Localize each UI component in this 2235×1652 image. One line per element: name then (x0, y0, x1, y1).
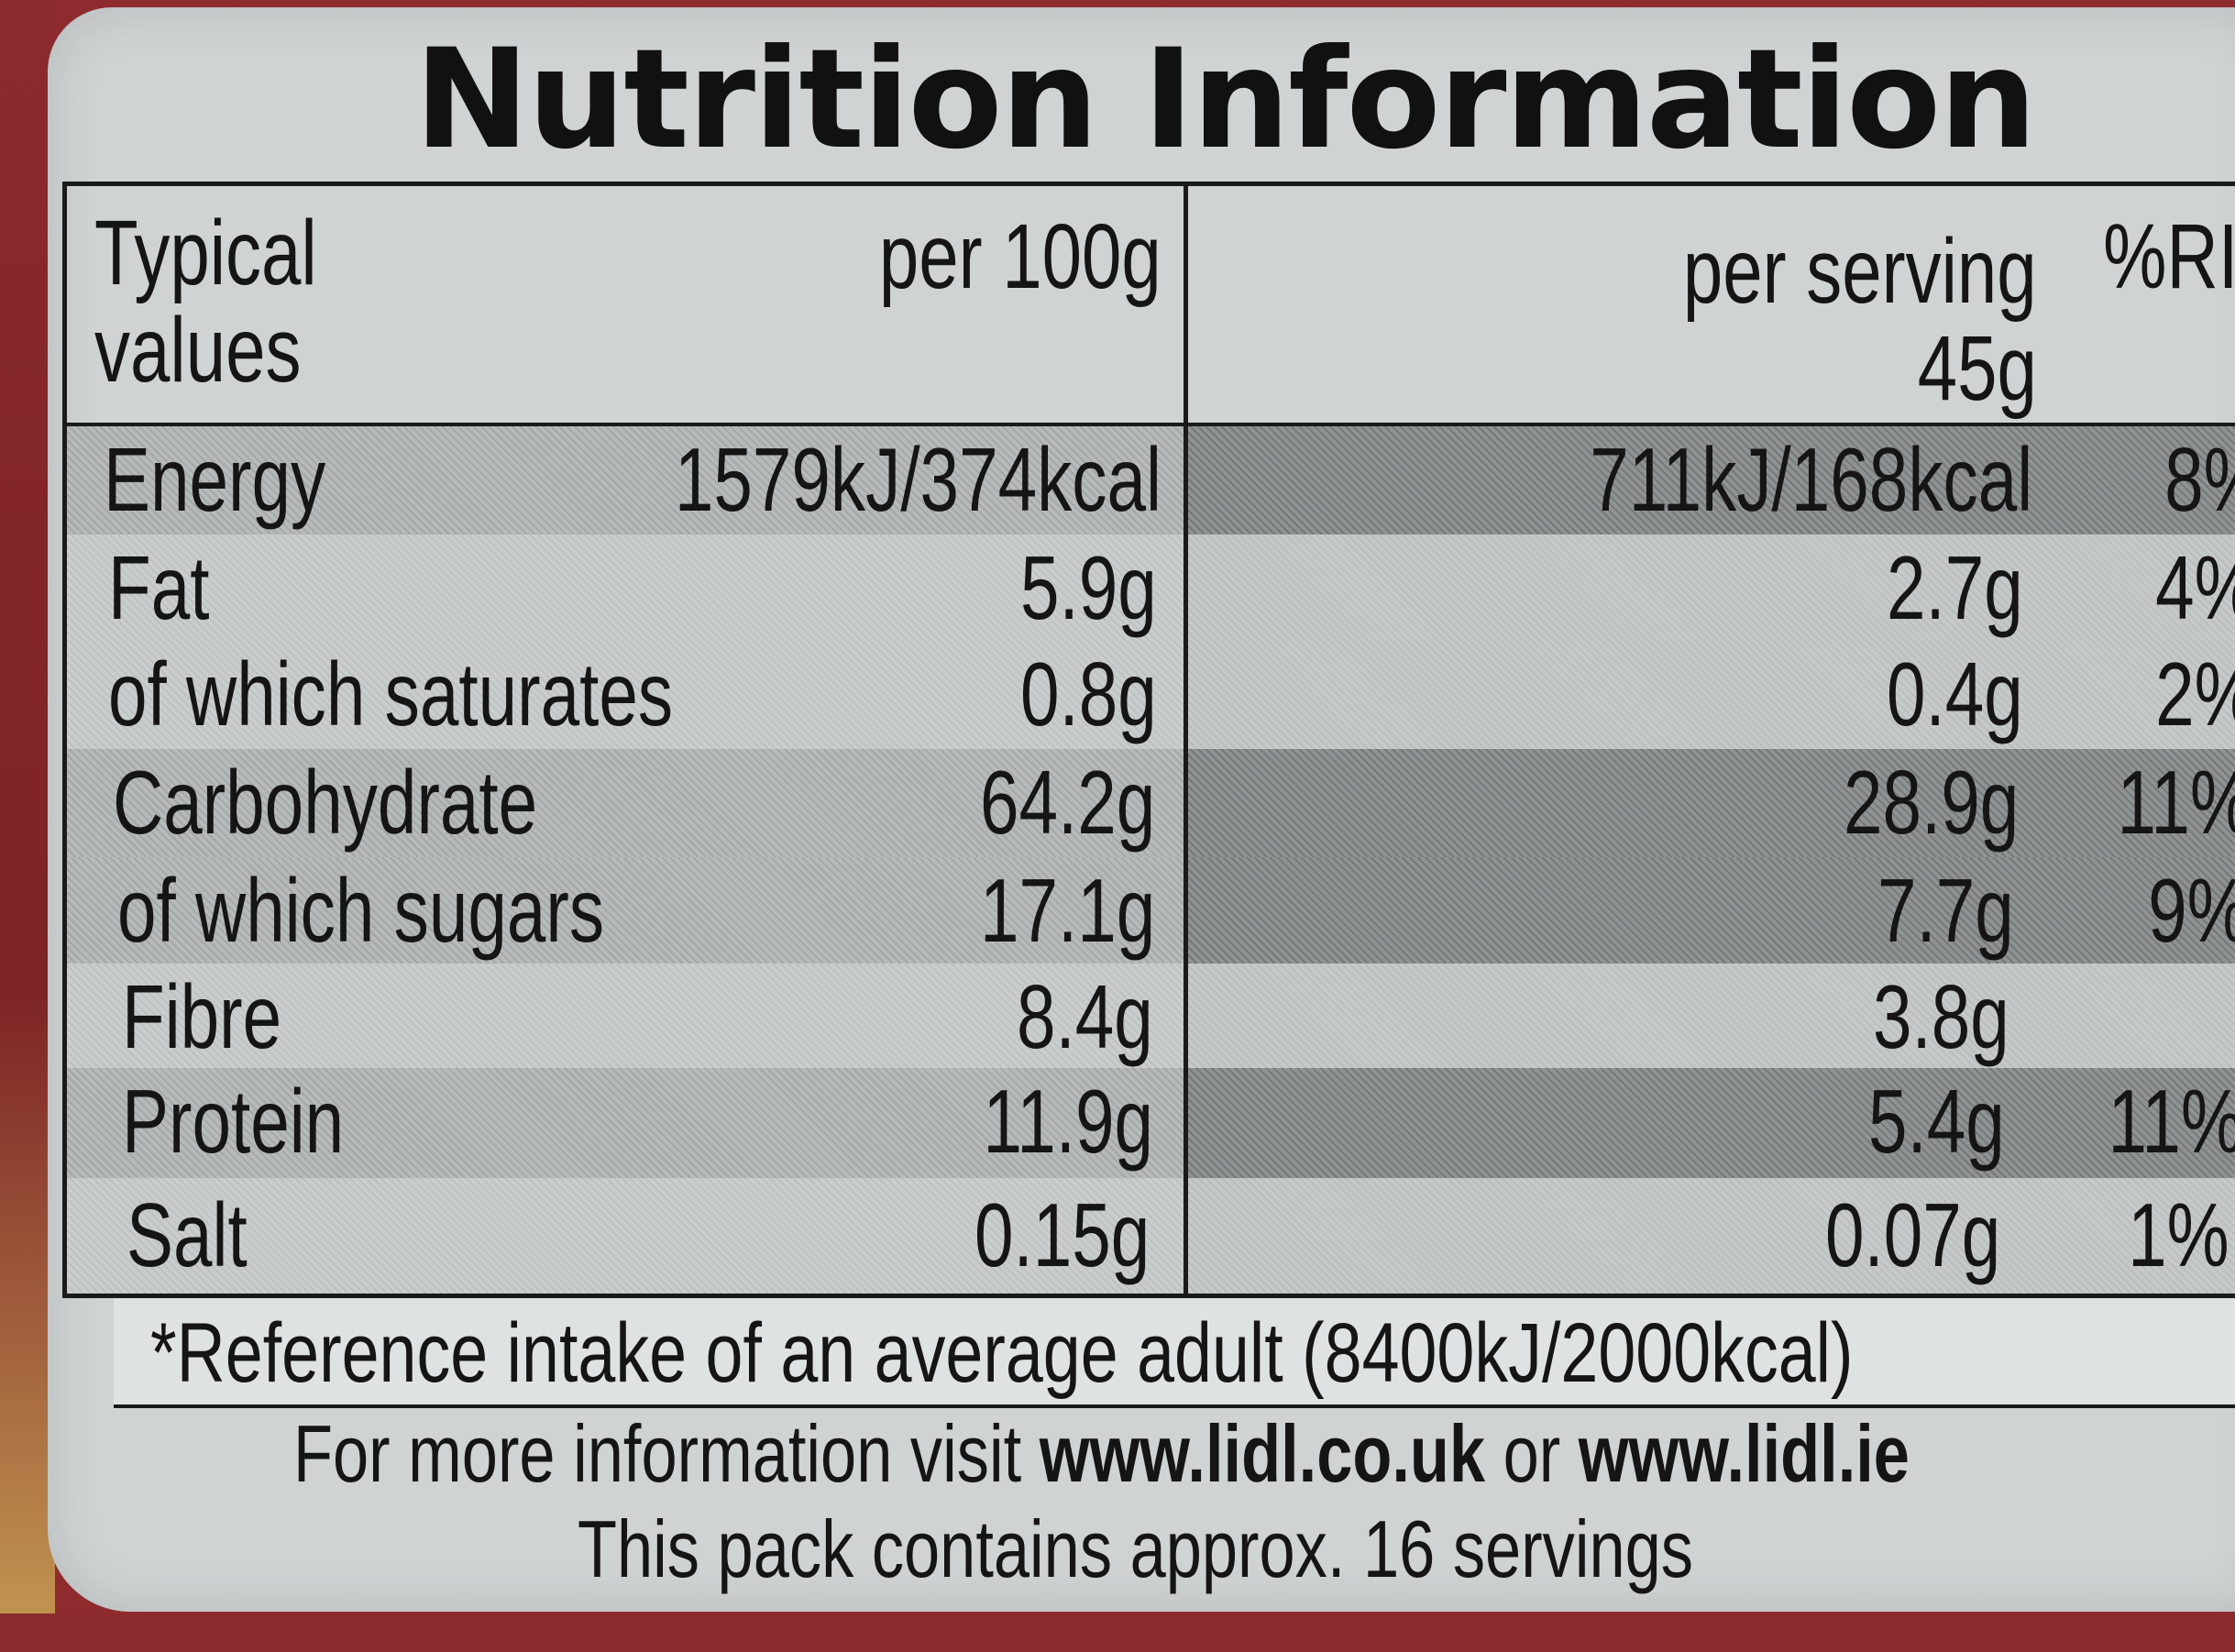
row-per-100g: 11.9g (983, 1071, 1153, 1172)
row-per-serving: 0.07g (1824, 1184, 2000, 1285)
row-label: Fat (108, 537, 210, 638)
row-ri: 11% (2108, 1071, 2235, 1172)
table-row: Fibre 8.4g 3.8g (67, 964, 2235, 1068)
column-divider (1184, 186, 1188, 1294)
row-per-serving: 7.7g (1877, 860, 2014, 961)
table-row: of which sugars 17.1g 7.7g 9% (67, 857, 2235, 964)
row-per-serving: 3.8g (1873, 966, 2009, 1067)
row-ri: 2% (2155, 644, 2235, 744)
row-per-100g: 1579kJ/374kcal (674, 429, 1162, 530)
header-typical: Typical (94, 202, 317, 304)
row-shade (1188, 1178, 2235, 1294)
row-per-100g: 8.4g (1017, 966, 1153, 1067)
table-row: Energy 1579kJ/374kcal 711kJ/168kcal 8% (67, 426, 2235, 534)
row-label: Fibre (122, 966, 282, 1067)
row-per-100g: 64.2g (979, 752, 1155, 853)
table-row: Carbohydrate 64.2g 28.9g 11% (67, 749, 2235, 857)
row-shade (1188, 1068, 2235, 1178)
table-row: Salt 0.15g 0.07g 1% (67, 1178, 2235, 1294)
row-ri: 4% (2155, 537, 2235, 638)
more-info-prefix: For more information visit (293, 1408, 1040, 1499)
row-per-100g: 0.15g (974, 1184, 1150, 1285)
header-values: values (94, 299, 302, 402)
header-per-serving: per serving (1683, 220, 2037, 323)
label-title: Nutrition Information (414, 20, 2037, 180)
row-per-100g: 5.9g (1020, 537, 1157, 638)
row-label: Carbohydrate (113, 752, 538, 853)
footnote-box (114, 1298, 2235, 1408)
table-row: Fat 5.9g 2.7g 4% (67, 534, 2235, 641)
nutrition-label: Nutrition Information Typical values per… (48, 7, 2235, 1612)
table-header: Typical values per 100g per serving 45g … (67, 186, 2235, 426)
row-ri: 9% (2148, 860, 2235, 961)
packaging-bottom (0, 1613, 2235, 1652)
row-shade (1188, 857, 2235, 964)
row-per-100g: 0.8g (1020, 644, 1157, 744)
row-label: of which saturates (108, 644, 674, 744)
row-per-100g: 17.1g (979, 860, 1155, 961)
row-label: Protein (122, 1071, 345, 1172)
lidl-ie-website: www.lidl.ie (1578, 1408, 1910, 1499)
row-shade (1188, 534, 2235, 641)
row-shade (1188, 641, 2235, 749)
row-per-serving: 711kJ/168kcal (1589, 429, 2032, 530)
lidl-uk-website: www.lidl.co.uk (1039, 1408, 1486, 1499)
header-per-100g: per 100g (879, 205, 1162, 308)
table-row: of which saturates 0.8g 0.4g 2% (67, 641, 2235, 749)
row-ri: 1% (2128, 1184, 2229, 1285)
nutrition-table: Typical values per 100g per serving 45g … (62, 182, 2235, 1298)
reference-intake-footnote: *Reference intake of an average adult (8… (150, 1306, 1854, 1400)
row-shade (1188, 964, 2235, 1068)
row-shade (1188, 426, 2235, 534)
header-ri: %RI* (2103, 205, 2235, 308)
row-label: of which sugars (117, 860, 605, 961)
more-info-or: or (1485, 1408, 1579, 1499)
row-per-serving: 5.4g (1868, 1071, 2005, 1172)
row-shade (1188, 749, 2235, 857)
servings-per-pack: This pack contains approx. 16 servings (578, 1503, 1693, 1594)
more-information-line: For more information visit www.lidl.co.u… (293, 1408, 1910, 1500)
row-label: Salt (127, 1184, 248, 1285)
row-label: Energy (104, 429, 326, 530)
row-per-serving: 2.7g (1887, 537, 2023, 638)
row-per-serving: 28.9g (1843, 752, 2019, 853)
header-serving-size: 45g (1917, 317, 2037, 420)
packaging-edge (0, 0, 55, 1652)
row-per-serving: 0.4g (1887, 644, 2023, 744)
row-ri: 11% (2117, 752, 2235, 853)
row-ri: 8% (2164, 429, 2235, 530)
table-row: Protein 11.9g 5.4g 11% (67, 1068, 2235, 1178)
